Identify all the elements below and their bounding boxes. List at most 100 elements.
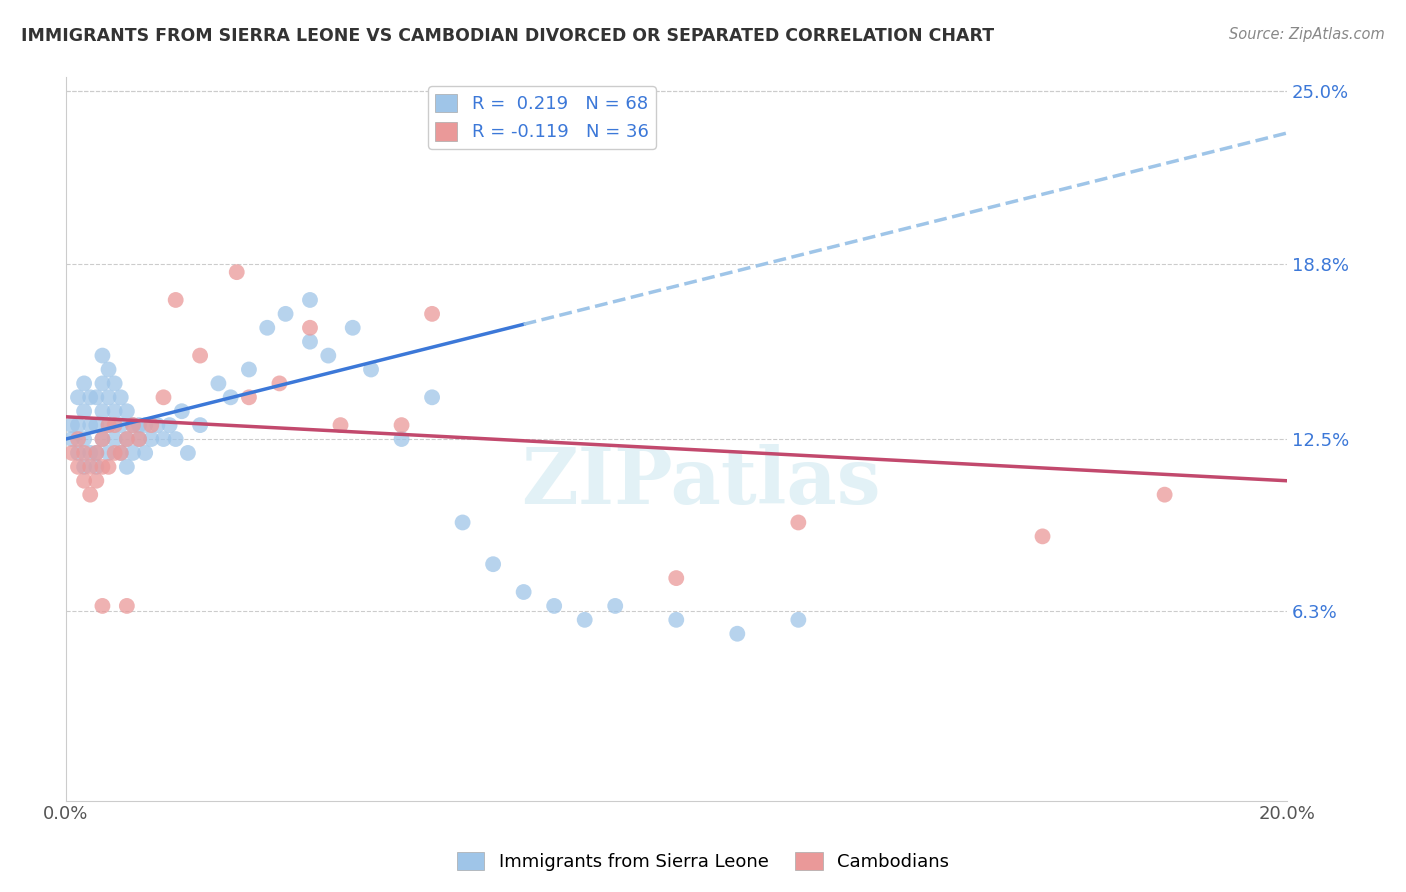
Point — [391, 418, 413, 433]
Point — [86, 459, 108, 474]
Point — [110, 446, 132, 460]
Point — [451, 516, 474, 530]
Point — [66, 418, 89, 433]
Point — [787, 613, 810, 627]
Point — [73, 459, 96, 474]
Point — [122, 418, 145, 433]
Point — [482, 558, 505, 572]
Point — [134, 446, 156, 460]
Point — [115, 432, 138, 446]
Point — [152, 432, 174, 446]
Point — [86, 474, 108, 488]
Point — [134, 418, 156, 433]
Point — [159, 418, 181, 433]
Text: Source: ZipAtlas.com: Source: ZipAtlas.com — [1229, 27, 1385, 42]
Legend: Immigrants from Sierra Leone, Cambodians: Immigrants from Sierra Leone, Cambodians — [450, 845, 956, 879]
Point — [97, 459, 120, 474]
Point — [605, 599, 627, 613]
Point — [73, 446, 96, 460]
Point — [665, 613, 688, 627]
Point — [115, 404, 138, 418]
Point — [79, 390, 101, 404]
Point — [79, 418, 101, 433]
Point — [188, 418, 211, 433]
Point — [188, 349, 211, 363]
Point — [60, 418, 83, 433]
Point — [91, 404, 114, 418]
Point — [298, 334, 321, 349]
Point — [66, 446, 89, 460]
Point — [152, 390, 174, 404]
Point — [73, 474, 96, 488]
Point — [91, 459, 114, 474]
Point — [110, 446, 132, 460]
Point — [86, 390, 108, 404]
Point — [66, 459, 89, 474]
Point — [79, 488, 101, 502]
Point — [115, 599, 138, 613]
Point — [97, 418, 120, 433]
Point — [298, 320, 321, 334]
Point — [318, 349, 340, 363]
Point — [543, 599, 565, 613]
Point — [177, 446, 200, 460]
Point — [79, 459, 101, 474]
Point — [665, 571, 688, 585]
Point — [725, 626, 748, 640]
Point — [97, 418, 120, 433]
Point — [104, 376, 127, 391]
Point — [91, 376, 114, 391]
Point — [146, 418, 169, 433]
Point — [104, 418, 127, 433]
Point — [219, 390, 242, 404]
Point — [238, 362, 260, 376]
Point — [110, 390, 132, 404]
Point — [122, 446, 145, 460]
Point — [170, 404, 193, 418]
Point — [122, 418, 145, 433]
Point — [91, 349, 114, 363]
Point — [298, 293, 321, 307]
Point — [165, 432, 187, 446]
Point — [115, 459, 138, 474]
Point — [128, 432, 150, 446]
Point — [97, 446, 120, 460]
Point — [97, 390, 120, 404]
Point — [97, 362, 120, 376]
Text: IMMIGRANTS FROM SIERRA LEONE VS CAMBODIAN DIVORCED OR SEPARATED CORRELATION CHAR: IMMIGRANTS FROM SIERRA LEONE VS CAMBODIA… — [21, 27, 994, 45]
Point — [91, 432, 114, 446]
Point — [342, 320, 364, 334]
Point — [141, 418, 163, 433]
Point — [104, 446, 127, 460]
Point — [1031, 529, 1053, 543]
Point — [110, 418, 132, 433]
Point — [1153, 488, 1175, 502]
Point — [73, 376, 96, 391]
Point — [574, 613, 596, 627]
Point — [420, 307, 443, 321]
Point — [60, 432, 83, 446]
Point — [128, 418, 150, 433]
Point — [269, 376, 291, 391]
Point — [104, 404, 127, 418]
Point — [207, 376, 229, 391]
Point — [79, 446, 101, 460]
Point — [238, 390, 260, 404]
Point — [86, 418, 108, 433]
Legend: R =  0.219   N = 68, R = -0.119   N = 36: R = 0.219 N = 68, R = -0.119 N = 36 — [429, 87, 655, 149]
Point — [329, 418, 352, 433]
Point — [420, 390, 443, 404]
Point — [225, 265, 247, 279]
Point — [391, 432, 413, 446]
Point — [256, 320, 278, 334]
Point — [73, 432, 96, 446]
Point — [60, 446, 83, 460]
Point — [512, 585, 534, 599]
Point — [91, 432, 114, 446]
Point — [165, 293, 187, 307]
Point — [66, 432, 89, 446]
Point — [360, 362, 382, 376]
Point — [787, 516, 810, 530]
Point — [141, 432, 163, 446]
Point — [274, 307, 297, 321]
